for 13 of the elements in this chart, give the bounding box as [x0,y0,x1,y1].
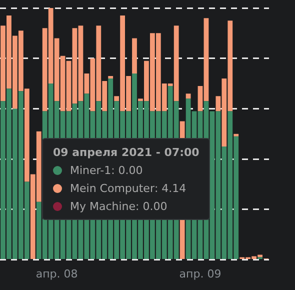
bar [186,94,191,99]
x-tick-label: апр. 09 [179,267,222,280]
legend-label: Miner-1 [70,164,112,177]
annotation: 09 апреля 2021 - 07:00 [53,146,200,159]
legend-label: Mein Computer [70,182,154,195]
annotation: : 0.00 [136,200,168,213]
bar [108,76,114,79]
annotation: : 0.00 [111,164,143,177]
x-tick-label: апр. 08 [36,267,78,280]
bar [132,38,137,74]
bar [234,134,239,136]
annotation: : 4.14 [154,182,186,195]
legend-label: My Machine [70,200,136,213]
